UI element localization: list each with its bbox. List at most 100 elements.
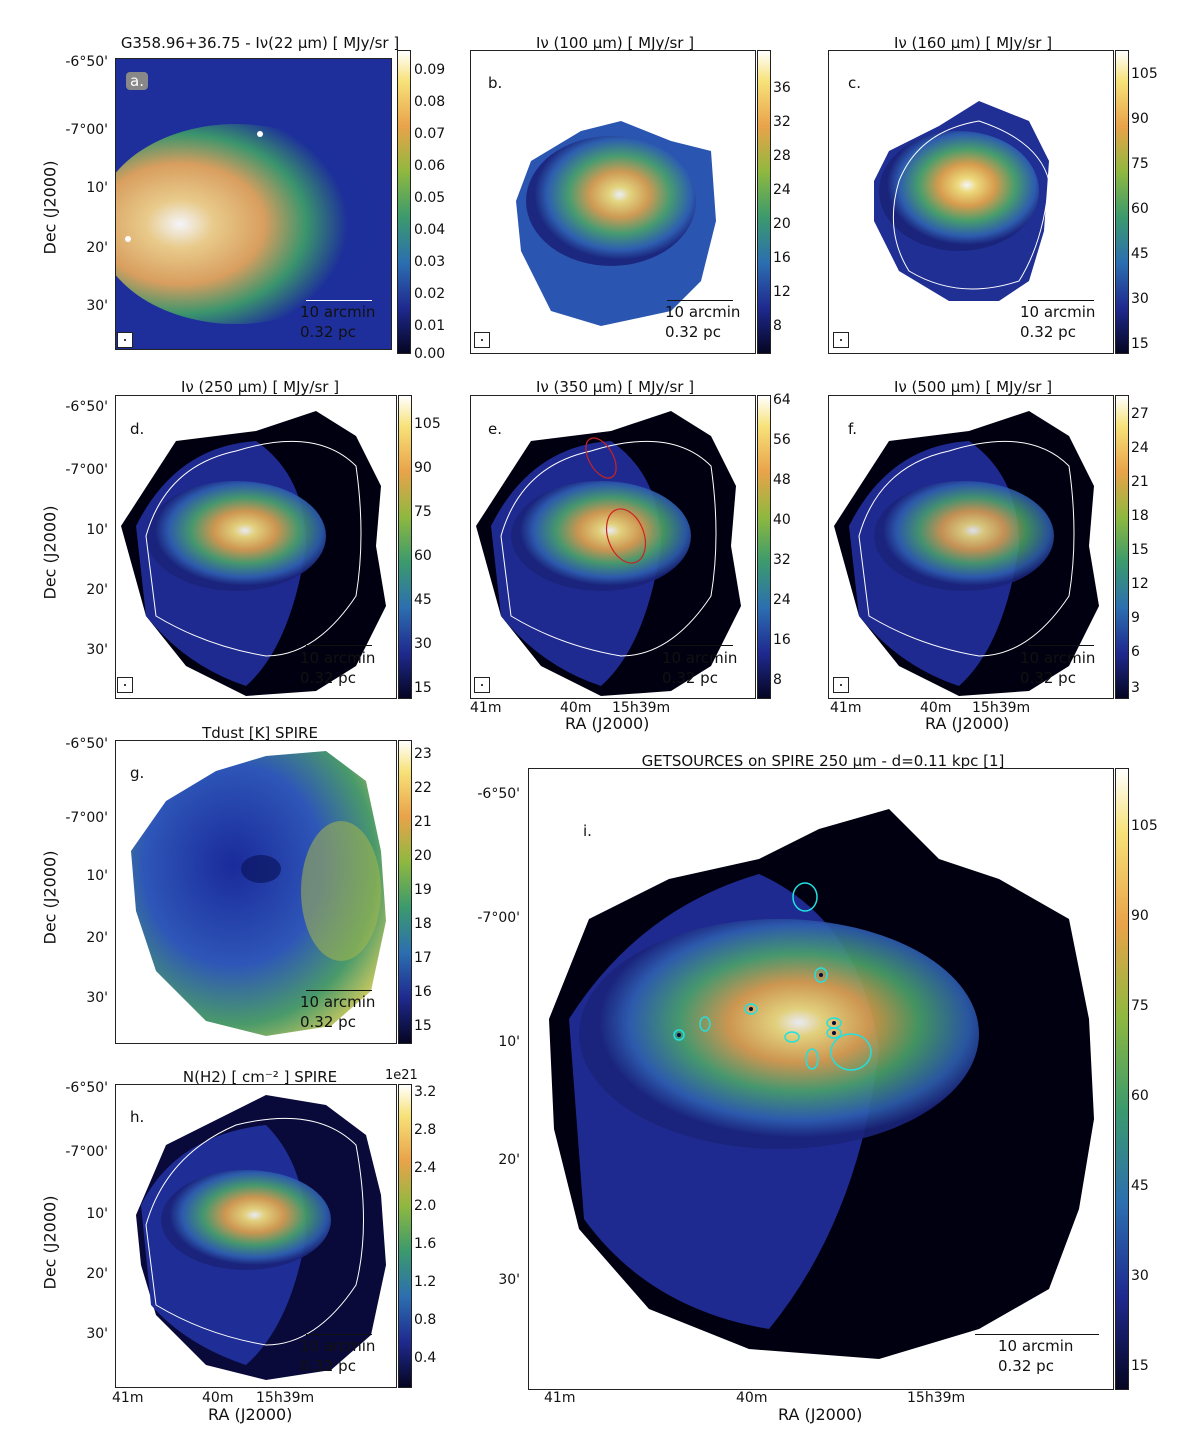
image-160um <box>874 101 1050 301</box>
cbar-tick: 2.4 <box>414 1160 437 1176</box>
colorbar-exponent: 1e21 <box>385 1068 418 1083</box>
panel-letter: d. <box>130 420 145 438</box>
scale-bar <box>306 1334 372 1335</box>
dec-tick: -6°50' <box>65 736 108 752</box>
cbar-tick: 75 <box>414 504 432 520</box>
dec-tick: 20' <box>86 1266 108 1282</box>
dec-tick: -6°50' <box>65 399 108 415</box>
scale-arcmin: 10 arcmin <box>1020 649 1096 667</box>
image-frame <box>115 395 397 699</box>
cbar-tick: 21 <box>414 814 432 830</box>
cbar-tick: 8 <box>773 318 782 334</box>
dec-tick: 20' <box>86 582 108 598</box>
cbar-tick: 105 <box>1131 818 1158 834</box>
cbar-tick: 0.06 <box>414 158 446 174</box>
cbar-tick: 21 <box>1131 474 1149 490</box>
cbar-tick: 15 <box>1131 542 1149 558</box>
ra-axis-label: RA (J2000) <box>778 1405 863 1424</box>
colorbar <box>1115 50 1129 354</box>
beam-marker <box>833 677 849 693</box>
cbar-tick: 24 <box>773 592 791 608</box>
cbar-tick: 0.00 <box>414 346 446 362</box>
dec-axis-label: Dec (J2000) <box>40 850 60 945</box>
cbar-tick: 15 <box>414 1018 432 1034</box>
cbar-tick: 15 <box>1131 1358 1149 1374</box>
image-350um <box>476 411 741 696</box>
dec-tick: -7°00' <box>477 910 520 926</box>
cbar-tick: 3 <box>1131 680 1140 696</box>
scale-pc: 0.32 pc <box>300 1357 356 1375</box>
cbar-tick: 2.8 <box>414 1122 437 1138</box>
panel-title: Iν (100 μm) [ MJy/sr ] <box>535 34 695 52</box>
cbar-tick: 60 <box>1131 201 1149 217</box>
panel-letter: a. <box>126 72 148 90</box>
scale-bar <box>1028 300 1094 301</box>
ra-tick: 41m <box>112 1390 144 1406</box>
scale-pc: 0.32 pc <box>300 669 356 687</box>
cbar-tick: 20 <box>414 848 432 864</box>
cbar-tick: 18 <box>1131 508 1149 524</box>
cbar-tick: 0.8 <box>414 1312 437 1328</box>
cbar-tick: 6 <box>1131 644 1140 660</box>
image-frame <box>115 740 397 1044</box>
image-250um <box>121 411 386 696</box>
dec-tick: 30' <box>86 1326 108 1342</box>
image-frame <box>828 395 1114 699</box>
scale-bar <box>306 645 372 646</box>
dec-tick: -6°50' <box>477 786 520 802</box>
cbar-tick: 12 <box>773 284 791 300</box>
cbar-tick: 22 <box>414 780 432 796</box>
cbar-tick: 23 <box>414 746 432 762</box>
cbar-tick: 0.04 <box>414 222 446 238</box>
cbar-tick: 16 <box>773 250 791 266</box>
cbar-tick: 56 <box>773 432 791 448</box>
cbar-tick: 0.09 <box>414 62 446 78</box>
scale-pc: 0.32 pc <box>1020 669 1076 687</box>
panel-letter: g. <box>130 764 145 782</box>
cbar-tick: 0.02 <box>414 286 446 302</box>
colorbar <box>398 395 412 699</box>
scale-bar <box>667 300 733 301</box>
cbar-tick: 9 <box>1131 610 1140 626</box>
scale-bar <box>1028 645 1094 646</box>
scale-bar <box>667 645 733 646</box>
scale-arcmin: 10 arcmin <box>300 993 376 1011</box>
cbar-tick: 64 <box>773 392 791 408</box>
panel-title: Iν (160 μm) [ MJy/sr ] <box>893 34 1053 52</box>
cbar-tick: 75 <box>1131 156 1149 172</box>
panel-title: N(H2) [ cm⁻² ] SPIRE <box>182 1068 338 1086</box>
image-100um <box>516 121 716 326</box>
beam-marker <box>474 677 490 693</box>
scale-pc: 0.32 pc <box>662 669 718 687</box>
scale-arcmin: 10 arcmin <box>665 303 741 321</box>
scale-bar <box>306 300 372 301</box>
beam-marker <box>833 332 849 348</box>
scale-arcmin: 10 arcmin <box>662 649 738 667</box>
dec-tick: 10' <box>86 1206 108 1222</box>
ra-tick: 15h39m <box>972 700 1031 716</box>
colorbar <box>757 50 771 354</box>
scale-arcmin: 10 arcmin <box>998 1337 1074 1355</box>
cbar-tick: 90 <box>1131 908 1149 924</box>
cbar-tick: 19 <box>414 882 432 898</box>
cbar-tick: 18 <box>414 916 432 932</box>
cbar-tick: 90 <box>1131 111 1149 127</box>
ra-tick: 15h39m <box>907 1390 966 1406</box>
beam-marker <box>117 332 133 348</box>
cbar-tick: 28 <box>773 148 791 164</box>
cbar-tick: 16 <box>414 984 432 1000</box>
image-frame <box>528 768 1114 1390</box>
cbar-tick: 1.6 <box>414 1236 437 1252</box>
scale-arcmin: 10 arcmin <box>300 303 376 321</box>
colorbar <box>398 740 412 1044</box>
beam-marker <box>117 677 133 693</box>
scale-pc: 0.32 pc <box>665 323 721 341</box>
dec-tick: 30' <box>86 298 108 314</box>
cbar-tick: 24 <box>773 182 791 198</box>
scale-bar <box>306 990 372 991</box>
cbar-tick: 20 <box>773 216 791 232</box>
cbar-tick: 75 <box>1131 998 1149 1014</box>
panel-letter: i. <box>583 822 592 840</box>
ra-tick: 15h39m <box>256 1390 315 1406</box>
image-frame <box>115 1084 397 1388</box>
